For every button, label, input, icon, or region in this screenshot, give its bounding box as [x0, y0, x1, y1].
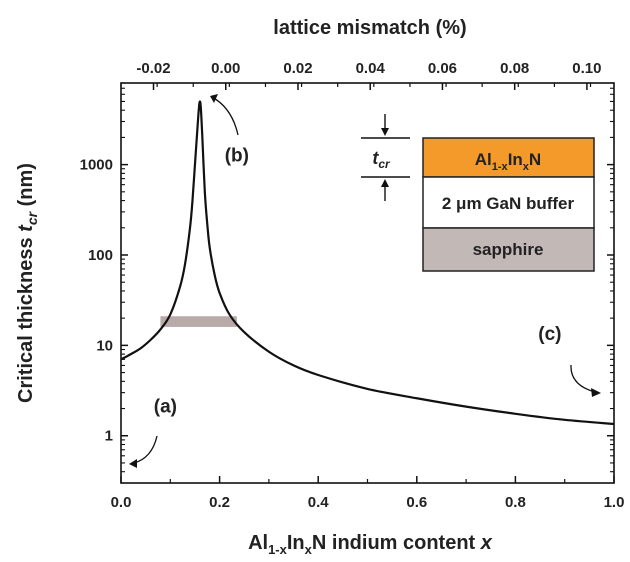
x-tick-label: 1.0	[604, 494, 625, 511]
arrow-c	[570, 364, 596, 393]
x-tick-label: 0.8	[505, 494, 526, 511]
critical-thickness-curve	[120, 100, 615, 426]
x-tick-label: 0.2	[209, 494, 230, 511]
arrow-a	[133, 435, 158, 464]
top-tick-label: 0.02	[283, 60, 312, 77]
top-tick-label: -0.02	[136, 60, 170, 77]
arrow-b	[211, 96, 239, 136]
y-tick-label: 100	[88, 247, 113, 264]
top-tick-label: 0.08	[500, 60, 529, 77]
x-tick-label: 0.6	[406, 494, 427, 511]
tcr-label: tcr	[372, 148, 391, 171]
annotation-label: (a)	[154, 397, 177, 418]
top-tick-label: 0.06	[428, 60, 457, 77]
top-tick-label: 0.04	[356, 60, 386, 77]
annotation-label: (b)	[225, 146, 249, 167]
top-tick-label: 0.00	[211, 60, 240, 77]
layer-stack-inset: Al1-xInxN 2 μm GaN buffer sapphire tcr	[361, 114, 595, 272]
y-axis-title: Critical thickness tcr (nm)	[15, 163, 40, 403]
y-tick-label: 1	[105, 428, 113, 445]
gan-buffer-layer	[422, 176, 595, 229]
shaded-band	[160, 316, 237, 327]
annotation-label: (c)	[538, 324, 561, 345]
arrow-b-head	[210, 94, 218, 103]
y-tick-label: 10	[96, 337, 113, 354]
sapphire-label: sapphire	[473, 240, 544, 259]
arrow-c-head	[591, 388, 601, 397]
tcr-arrow-down-head	[381, 128, 389, 136]
arrow-a-head	[129, 459, 137, 468]
sapphire-layer	[422, 227, 595, 272]
top-tick-label: 0.10	[572, 60, 601, 77]
x-tick-label: 0.4	[308, 494, 330, 511]
y-tick-label: 1000	[80, 157, 113, 174]
gan-buffer-label: 2 μm GaN buffer	[442, 194, 575, 213]
top-axis-title: lattice mismatch (%)	[273, 17, 466, 39]
x-axis-title: Al1-xInxN indium content x	[248, 532, 493, 557]
x-tick-label: 0.0	[111, 494, 132, 511]
alinn-layer-label: Al1-xInxN	[475, 150, 541, 173]
tcr-arrow-up-head	[381, 179, 389, 187]
plot-area: 0.0 0.2 0.4 0.6 0.8 1.0 -0.02 0.00 0.02 0.04 0.06 0…	[80, 60, 625, 511]
